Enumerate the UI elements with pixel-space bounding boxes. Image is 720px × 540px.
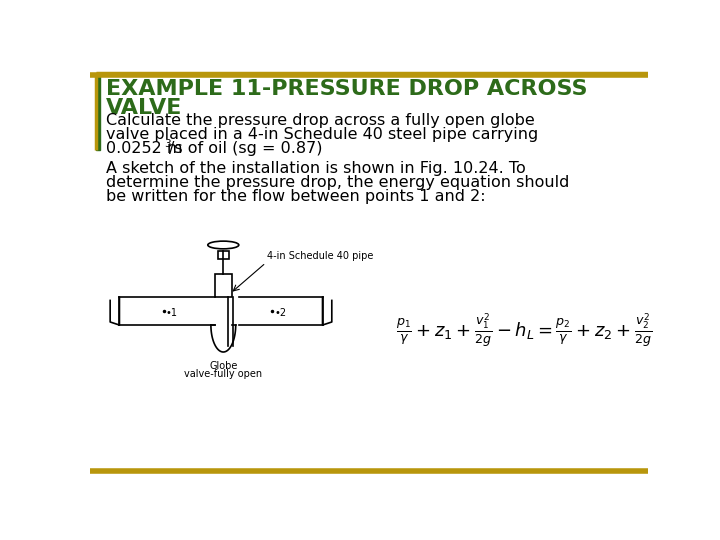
Text: /s of oil (sg = 0.87): /s of oil (sg = 0.87) <box>169 141 323 156</box>
Text: 4-in Schedule 40 pipe: 4-in Schedule 40 pipe <box>267 251 374 261</box>
Text: $\frac{p_1}{\gamma} + z_1 + \frac{v_1^2}{2g} - h_L = \frac{p_2}{\gamma} + z_2 + : $\frac{p_1}{\gamma} + z_1 + \frac{v_1^2}… <box>396 312 652 349</box>
Text: •2: •2 <box>274 308 287 318</box>
Text: valve-fully open: valve-fully open <box>184 369 262 379</box>
Text: be written for the flow between points 1 and 2:: be written for the flow between points 1… <box>106 189 485 204</box>
Text: EXAMPLE 11-PRESSURE DROP ACROSS: EXAMPLE 11-PRESSURE DROP ACROSS <box>106 79 587 99</box>
Bar <box>218 251 229 259</box>
Bar <box>215 274 232 298</box>
Text: A sketch of the installation is shown in Fig. 10.24. To: A sketch of the installation is shown in… <box>106 161 526 176</box>
Text: 0.0252 m: 0.0252 m <box>106 141 182 156</box>
Text: •1: •1 <box>166 308 178 318</box>
Text: 3: 3 <box>164 139 171 148</box>
Bar <box>96 72 100 150</box>
Ellipse shape <box>208 241 239 249</box>
Text: Globe: Globe <box>209 361 238 372</box>
Text: determine the pressure drop, the energy equation should: determine the pressure drop, the energy … <box>106 175 569 190</box>
Text: Calculate the pressure drop across a fully open globe: Calculate the pressure drop across a ful… <box>106 113 534 129</box>
Text: VALVE: VALVE <box>106 98 182 118</box>
Text: valve placed in a 4-in Schedule 40 steel pipe carrying: valve placed in a 4-in Schedule 40 steel… <box>106 127 538 142</box>
